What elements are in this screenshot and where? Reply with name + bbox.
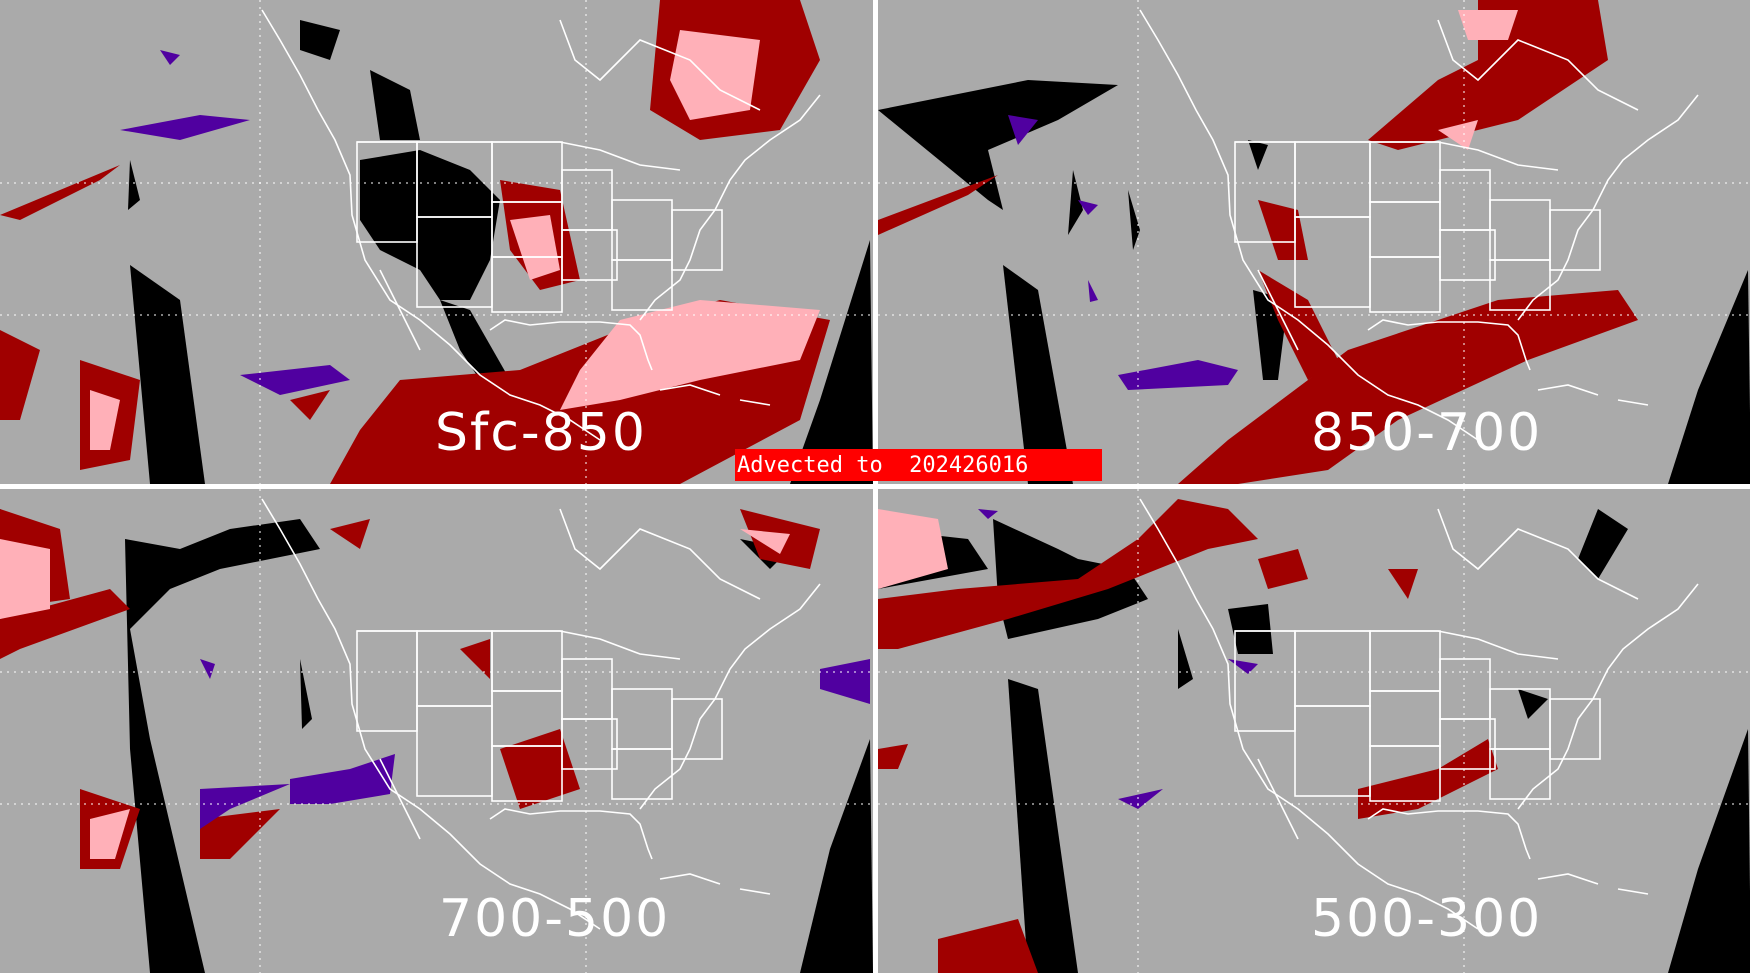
purple-regions: [120, 50, 350, 395]
map-700-500: [0, 489, 873, 973]
panel-label: 500-300: [1311, 889, 1543, 949]
panel-700-500: 700-500: [0, 489, 873, 973]
map-sfc-850: [0, 0, 873, 484]
panel-sfc-850: Sfc-850: [0, 0, 873, 484]
panel-label: 850-700: [1311, 403, 1543, 463]
panel-850-700: 850-700: [878, 0, 1750, 484]
panel-500-300: 500-300: [878, 489, 1750, 973]
pink-regions: [1438, 10, 1518, 150]
pink-regions: [90, 30, 820, 450]
panel-label: Sfc-850: [435, 403, 647, 463]
pink-regions: [878, 509, 948, 589]
panel-divider-horizontal: [0, 484, 1750, 489]
purple-regions: [1008, 115, 1238, 390]
purple-regions: [200, 659, 870, 829]
map-500-300: [878, 489, 1750, 973]
no-data-regions: [0, 509, 873, 973]
panel-label: 700-500: [439, 889, 671, 949]
map-850-700: [878, 0, 1750, 484]
advected-timestamp-banner: Advected to 202426016: [735, 449, 1102, 481]
pink-regions: [0, 529, 790, 859]
no-data-regions: [878, 80, 1750, 484]
